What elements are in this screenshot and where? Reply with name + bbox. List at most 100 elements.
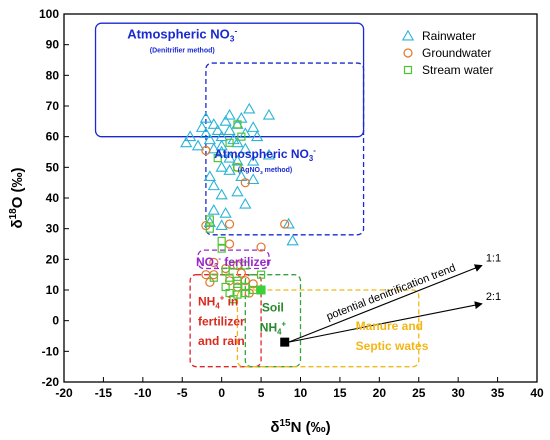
rainwater-point xyxy=(239,197,252,209)
axes: -20 -15 -10 -5 0 5 10 15 20 25 30 35 40 -20 -10 0 10 20 30… xyxy=(8,7,544,436)
region-label-manure-septic-line: Septic wates xyxy=(356,339,429,353)
rainwater-point xyxy=(239,142,252,154)
rainwater-point xyxy=(286,234,299,246)
x-tick-label: 30 xyxy=(451,386,465,400)
stream-water-point xyxy=(229,261,238,270)
rainwater-point xyxy=(203,133,216,145)
stream-water-point xyxy=(213,154,222,163)
region-sublabel-atmospheric-denitrifier: (Denitrifier method) xyxy=(150,48,215,55)
y-tick-label: 100 xyxy=(39,7,59,21)
stream-water-point xyxy=(233,279,242,288)
rainwater-point xyxy=(250,130,264,142)
rainwater-point xyxy=(223,124,236,135)
reference-point xyxy=(280,337,290,347)
y-tick-label: 60 xyxy=(46,130,60,144)
rainwater-point xyxy=(195,121,209,132)
rainwater-point xyxy=(215,130,228,142)
region-nh4-fertilizer-rain xyxy=(189,274,262,368)
x-tick-label: 15 xyxy=(333,386,347,400)
rainwater-point xyxy=(231,136,244,148)
x-tick-label: 10 xyxy=(294,386,308,400)
rainwater-point xyxy=(215,219,228,231)
rainwater-point xyxy=(262,108,276,120)
rainwater-point xyxy=(247,121,260,132)
groundwater-point xyxy=(256,242,266,252)
y-tick-label: 90 xyxy=(46,38,60,52)
stream-water-point xyxy=(256,270,266,279)
ratio-label-1-1: 1:1 xyxy=(486,252,501,264)
y-tick-label: 20 xyxy=(46,252,60,266)
trend-arrow-2-1 xyxy=(288,301,483,343)
trend-label: potential denitrification trend xyxy=(325,262,458,323)
trend-arrow-1-1 xyxy=(288,264,483,343)
legend-marker-stream-water xyxy=(403,65,413,75)
rainwater-point xyxy=(207,179,220,191)
x-tick-label: -10 xyxy=(134,386,152,400)
legend-marker-rainwater xyxy=(401,29,415,41)
stream-water-point xyxy=(229,295,238,304)
stream-water-point xyxy=(237,132,246,141)
rainwater-point xyxy=(243,102,256,114)
stream-water-point xyxy=(217,236,226,246)
x-tick-label: -20 xyxy=(55,386,73,400)
regions-layer xyxy=(94,22,420,368)
stream-water-point xyxy=(241,282,250,292)
x-tick-label: 25 xyxy=(412,386,426,400)
legend-label-rainwater: Rainwater xyxy=(422,29,476,43)
region-label-nh4-fertilizer-rain-line: fertilizer xyxy=(198,314,245,328)
y-tick-label: 10 xyxy=(46,283,60,297)
rainwater-point xyxy=(231,185,244,197)
stream-water-point xyxy=(205,215,214,224)
rainwater-point xyxy=(207,118,220,129)
x-tick-label: -15 xyxy=(95,386,113,400)
groundwater-point xyxy=(209,257,219,267)
rainwater-point xyxy=(247,154,260,166)
groundwater-point xyxy=(236,268,246,278)
ratio-label-2-1: 2:1 xyxy=(486,291,501,303)
trend-arrows xyxy=(288,264,483,343)
groundwater-point xyxy=(224,239,235,249)
y-tick-label: 50 xyxy=(46,160,60,174)
y-tick-label: 40 xyxy=(46,191,60,205)
stream-water-point xyxy=(209,273,218,282)
x-tick-label: 40 xyxy=(530,386,544,400)
rainwater-point xyxy=(207,142,220,154)
region-atmospheric-denitrifier xyxy=(94,22,365,138)
x-axis-title: δ15N (‰) xyxy=(270,418,330,436)
region-label-nh4-fertilizer-rain-line: and rain xyxy=(198,334,245,348)
stream-water-point xyxy=(233,120,242,129)
stream-water-point xyxy=(241,288,250,298)
rainwater-point xyxy=(231,154,244,166)
region-label-soil-nh4-line: NH4+ xyxy=(260,319,287,336)
x-tick-label: 0 xyxy=(218,386,225,400)
rainwater-point xyxy=(219,115,232,126)
rainwater-point xyxy=(191,139,205,151)
region-label-atmospheric-agno3: Atmospheric NO3- xyxy=(214,146,316,163)
region-sublabel-atmospheric-agno3: (AgNO3 method) xyxy=(238,167,292,176)
stream-water-point xyxy=(205,224,214,233)
legend-marker-groundwater xyxy=(403,48,413,58)
rainwater-point xyxy=(180,136,193,148)
region-manure-septic xyxy=(236,289,420,368)
groundwater-point xyxy=(280,219,290,229)
rainwater-point xyxy=(215,139,228,151)
rainwater-point xyxy=(223,164,236,175)
rainwater-point xyxy=(183,130,197,142)
region-label-manure-septic-line: Manure and xyxy=(356,319,423,333)
data-points xyxy=(180,102,299,347)
rainwater-point xyxy=(199,127,213,139)
x-tick-label: 35 xyxy=(491,386,505,400)
reference-point xyxy=(256,285,266,295)
y-tick-label: 30 xyxy=(46,222,60,236)
y-axis-title: δ18O (‰) xyxy=(8,167,26,228)
y-tick-label: -20 xyxy=(42,375,60,389)
rainwater-point xyxy=(211,124,224,135)
rainwater-point xyxy=(215,188,228,200)
stream-water-point xyxy=(233,163,242,172)
region-label-atmospheric-denitrifier: Atmospheric NO3- xyxy=(127,26,237,44)
rainwater-point xyxy=(203,170,216,181)
rainwater-point xyxy=(223,108,236,120)
legend-label-groundwater: Groundwater xyxy=(422,46,491,60)
y-tick-label: 70 xyxy=(46,99,60,113)
